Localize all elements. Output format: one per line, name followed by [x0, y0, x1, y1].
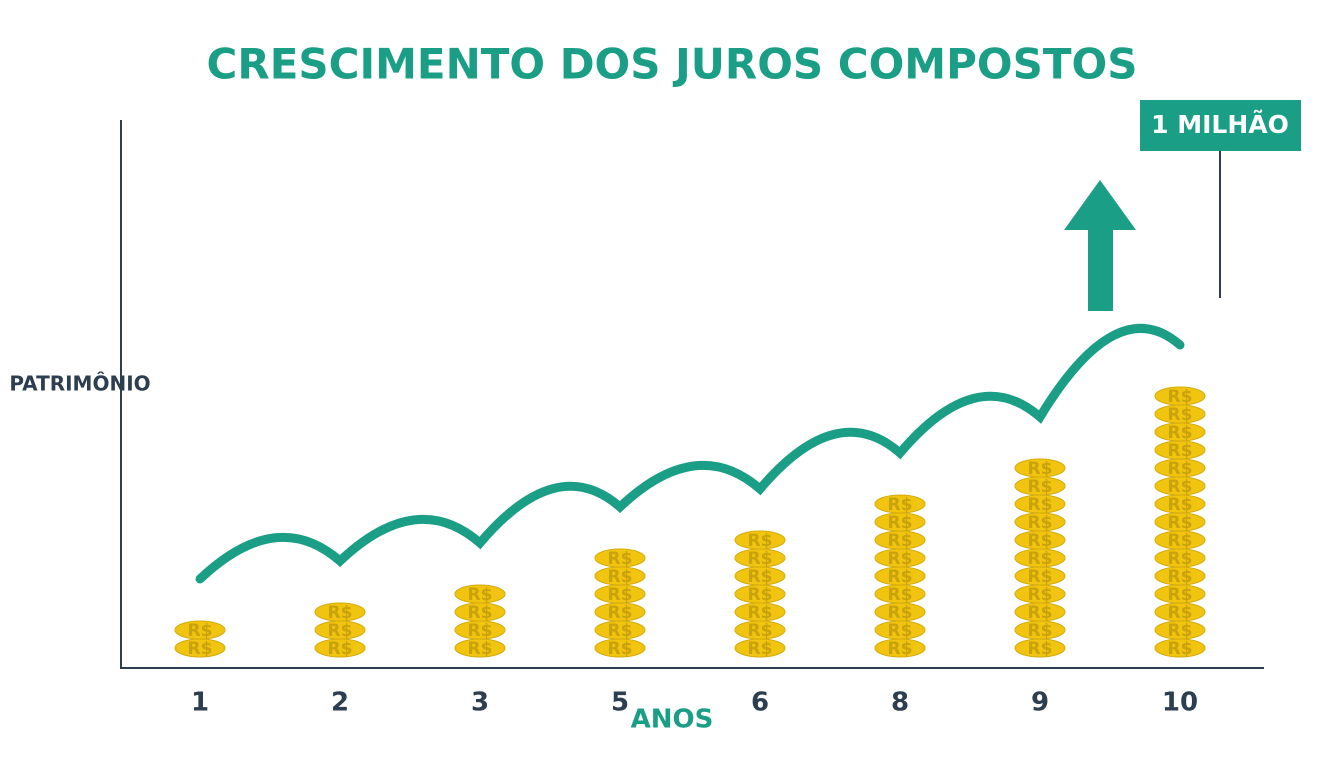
coin-label: R$ — [1168, 441, 1193, 461]
coin-label: R$ — [1168, 459, 1193, 479]
coin-label: R$ — [888, 639, 913, 659]
coin-label: R$ — [1028, 531, 1053, 551]
growth-curve — [195, 324, 1185, 584]
coin-label: R$ — [1028, 585, 1053, 605]
coin-label: R$ — [1168, 513, 1193, 533]
coin-label: R$ — [888, 585, 913, 605]
coin-label: R$ — [608, 567, 633, 587]
coin-label: R$ — [1028, 603, 1053, 623]
coin-label: R$ — [888, 603, 913, 623]
coin-label: R$ — [1028, 549, 1053, 569]
coin-label: R$ — [888, 495, 913, 515]
coin-label: R$ — [888, 531, 913, 551]
coin-label: R$ — [1168, 621, 1193, 641]
x-tick-label: 9 — [1031, 688, 1049, 718]
coin-label: R$ — [608, 621, 633, 641]
coin-stack: R$R$R$R$R$R$R$R$R$R$R$ — [1014, 458, 1066, 659]
coin-label: R$ — [468, 585, 493, 605]
coin — [454, 584, 506, 604]
coin — [314, 602, 366, 622]
coin — [1014, 458, 1066, 478]
coin-label: R$ — [1028, 495, 1053, 515]
coin-stack: R$R$R$R$R$R$R$ — [734, 530, 786, 659]
coin-label: R$ — [1168, 477, 1193, 497]
chart-title: CRESCIMENTO DOS JUROS COMPOSTOS — [207, 40, 1138, 89]
coin-label: R$ — [748, 549, 773, 569]
coin-label: R$ — [608, 585, 633, 605]
annotation: 1 MILHÃO — [1151, 110, 1289, 139]
coin — [174, 620, 226, 640]
coin-label: R$ — [748, 567, 773, 587]
coin-label: R$ — [1168, 495, 1193, 515]
x-tick-label: 1 — [191, 688, 209, 718]
coin-label: R$ — [1168, 387, 1193, 407]
coin-label: R$ — [748, 531, 773, 551]
coin-label: R$ — [1168, 585, 1193, 605]
up-arrow — [1064, 180, 1136, 311]
coin-label: R$ — [888, 567, 913, 587]
coin-label: R$ — [328, 639, 353, 659]
coin-label: R$ — [328, 603, 353, 623]
coin-label: R$ — [1168, 423, 1193, 443]
x-tick-label: 8 — [891, 688, 909, 718]
coin — [594, 548, 646, 568]
coin-label: R$ — [1028, 621, 1053, 641]
coin-label: R$ — [748, 585, 773, 605]
coin-label: R$ — [188, 639, 213, 659]
coin-stack: R$R$R$R$ — [454, 584, 506, 659]
x-tick-label: 5 — [611, 688, 629, 718]
coin-label: R$ — [1168, 639, 1193, 659]
coin-stack: R$R$ — [174, 620, 226, 659]
coin-label: R$ — [608, 549, 633, 569]
coin-label: R$ — [888, 621, 913, 641]
coin-label: R$ — [748, 621, 773, 641]
coin-label: R$ — [468, 639, 493, 659]
x-axis-label: ANOS — [631, 705, 714, 735]
coin-label: R$ — [468, 603, 493, 623]
coin-label: R$ — [328, 621, 353, 641]
y-axis-label: PATRIMÔNIO — [9, 372, 150, 396]
coin-label: R$ — [888, 513, 913, 533]
x-tick-label: 10 — [1162, 688, 1198, 718]
coin-stack: R$R$R$R$R$R$R$R$R$R$R$R$R$R$R$ — [1154, 386, 1206, 659]
annotation-box — [1140, 100, 1301, 151]
coin-label: R$ — [1168, 549, 1193, 569]
coin-label: R$ — [468, 621, 493, 641]
coin-label: R$ — [1168, 531, 1193, 551]
coin-stack: R$R$R$R$R$R$R$R$R$ — [874, 494, 926, 659]
coin-stack: R$R$R$R$R$R$ — [594, 548, 646, 659]
coin-label: R$ — [1168, 405, 1193, 425]
coin-label: R$ — [608, 603, 633, 623]
coin-label: R$ — [188, 621, 213, 641]
coin-label: R$ — [748, 639, 773, 659]
coin-label: R$ — [1028, 459, 1053, 479]
x-tick-label: 6 — [751, 688, 769, 718]
coin — [874, 494, 926, 514]
coin — [1154, 386, 1206, 406]
coin-label: R$ — [1168, 603, 1193, 623]
x-tick-label: 3 — [471, 688, 489, 718]
coin — [734, 530, 786, 550]
coin-label: R$ — [888, 549, 913, 569]
coin-stack: R$R$R$ — [314, 602, 366, 659]
coin-label: R$ — [1028, 477, 1053, 497]
coin-label: R$ — [1168, 567, 1193, 587]
coin-label: R$ — [1028, 513, 1053, 533]
coin-label: R$ — [748, 603, 773, 623]
coin-label: R$ — [1028, 639, 1053, 659]
coin-label: R$ — [608, 639, 633, 659]
coin-label: R$ — [1028, 567, 1053, 587]
x-tick-label: 2 — [331, 688, 349, 718]
